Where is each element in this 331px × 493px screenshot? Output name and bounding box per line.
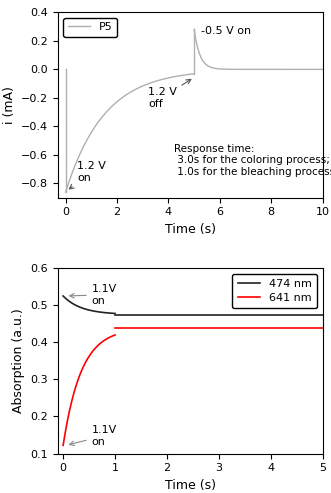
Text: 1.2 V
off: 1.2 V off xyxy=(148,79,191,108)
Text: Response time:
 3.0s for the coloring process;
 1.0s for the bleaching process: Response time: 3.0s for the coloring pro… xyxy=(174,143,331,176)
Y-axis label: Absorption (a.u.): Absorption (a.u.) xyxy=(12,309,25,413)
X-axis label: Time (s): Time (s) xyxy=(165,479,216,492)
Y-axis label: i (mA): i (mA) xyxy=(3,86,16,124)
Text: 1.2 V
on: 1.2 V on xyxy=(70,161,106,189)
Legend: 474 nm, 641 nm: 474 nm, 641 nm xyxy=(232,274,317,308)
Legend: P5: P5 xyxy=(64,18,117,37)
Text: 1.1V
on: 1.1V on xyxy=(70,284,117,306)
X-axis label: Time (s): Time (s) xyxy=(165,223,216,236)
Text: -0.5 V on: -0.5 V on xyxy=(201,26,251,36)
Text: 1.1V
on: 1.1V on xyxy=(70,425,117,447)
